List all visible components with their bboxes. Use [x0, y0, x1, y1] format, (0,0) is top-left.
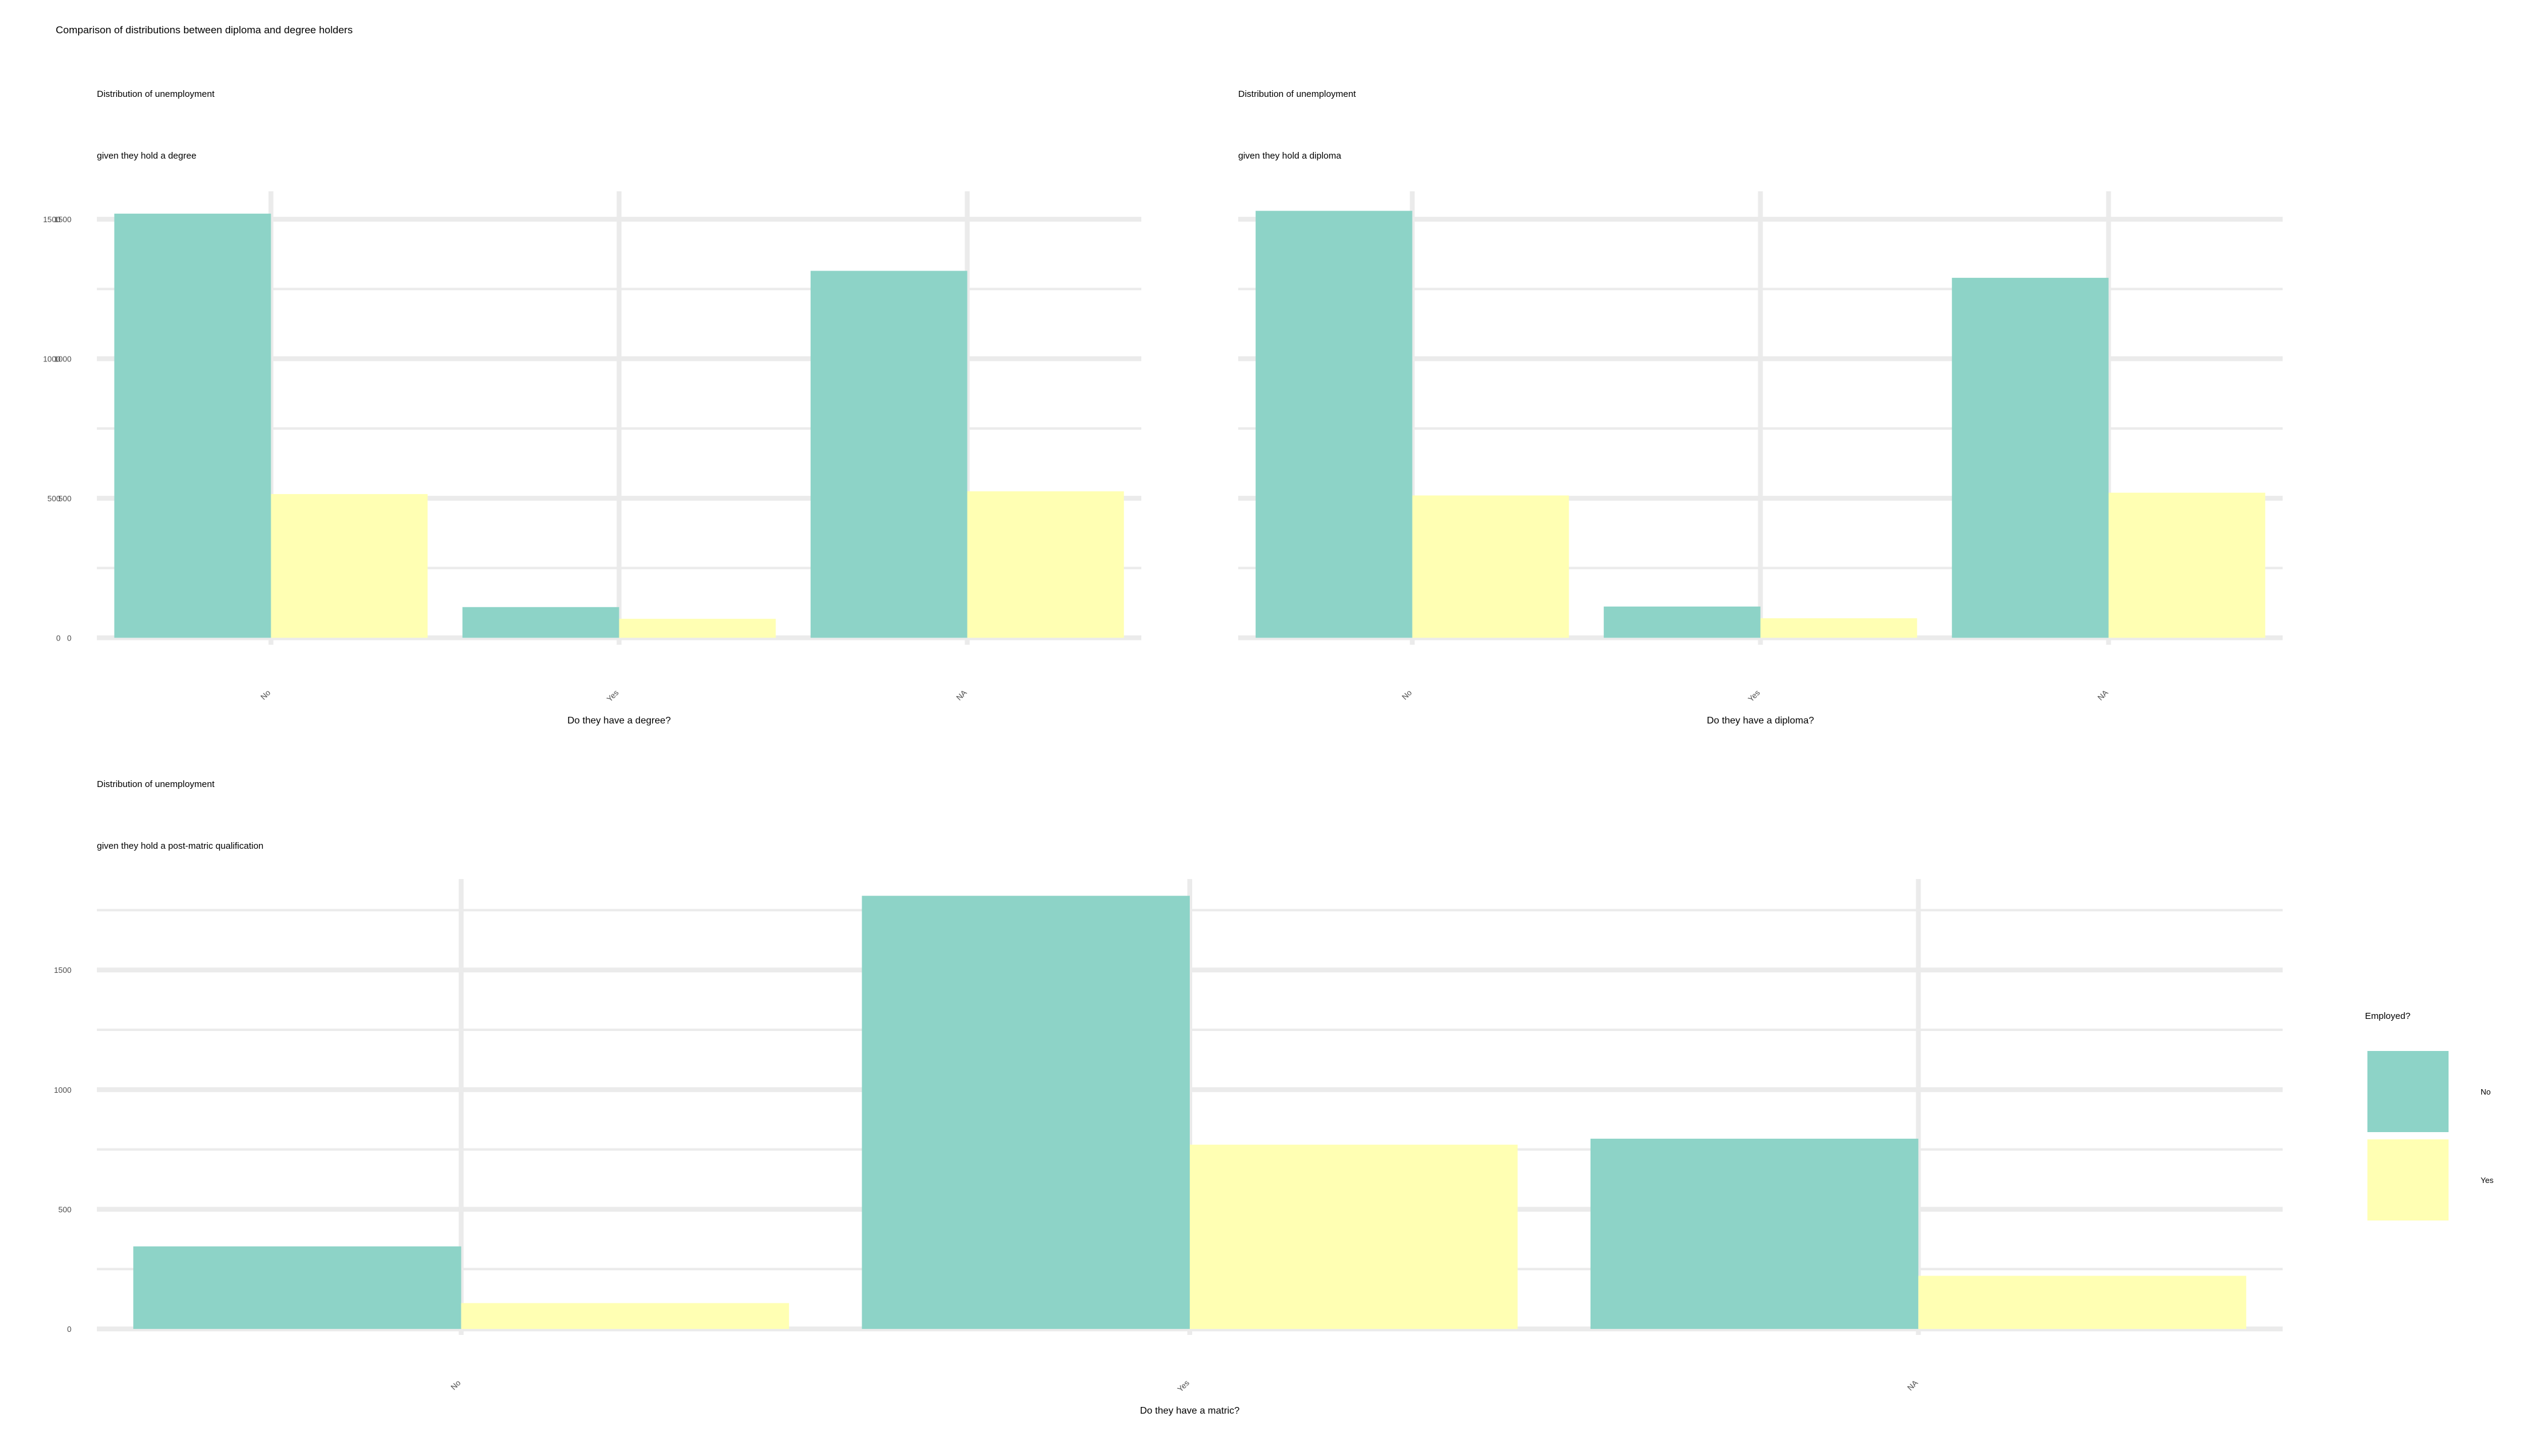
- bar-diploma-na-no: [1951, 277, 2109, 638]
- legend-swatch-no: [2367, 1051, 2449, 1132]
- x-tick-label-degree: Yes: [605, 688, 621, 703]
- bar-matric-na-yes: [1918, 1276, 2246, 1329]
- panel-subtitle-matric: given they hold a post-matric qualificat…: [97, 841, 263, 851]
- y-tick-label-degree: 500: [58, 494, 71, 503]
- bar-degree-na-no: [810, 271, 968, 638]
- y-tick-label-diploma: 1000: [43, 355, 61, 364]
- bar-matric-yes-yes: [1190, 1144, 1518, 1329]
- panel-title-degree: Distribution of unemployment: [97, 89, 215, 99]
- x-tick-label-matric: NA: [1905, 1378, 1920, 1392]
- bar-diploma-no-no: [1255, 211, 1413, 638]
- legend-swatch-yes: [2367, 1139, 2449, 1220]
- legend-title: Employed?: [2365, 1011, 2410, 1021]
- y-tick-label-matric: 500: [58, 1205, 71, 1214]
- x-tick-label-diploma: No: [1400, 688, 1413, 702]
- x-axis-label-matric: Do they have a matric?: [1140, 1406, 1240, 1416]
- y-tick-label-diploma: 500: [47, 494, 61, 503]
- y-tick-label-diploma: 1500: [43, 215, 61, 224]
- bar-degree-no-yes: [271, 494, 428, 638]
- bar-diploma-yes-no: [1603, 606, 1761, 638]
- bar-diploma-yes-yes: [1760, 618, 1918, 638]
- bar-matric-na-no: [1590, 1138, 1919, 1329]
- legend-label-yes: Yes: [2481, 1176, 2494, 1185]
- y-tick-label-matric: 1500: [54, 966, 71, 975]
- figure-title: Comparison of distributions between dipl…: [56, 24, 353, 36]
- x-tick-label-diploma: Yes: [1746, 688, 1762, 703]
- y-tick-label-matric: 1000: [54, 1085, 71, 1095]
- panel-title-matric: Distribution of unemployment: [97, 779, 215, 789]
- y-tick-label-degree: 0: [67, 633, 71, 642]
- panel-subtitle-degree: given they hold a degree: [97, 151, 196, 161]
- bar-matric-no-yes: [461, 1303, 790, 1329]
- x-tick-label-degree: No: [259, 688, 272, 702]
- panel-subtitle-diploma: given they hold a diploma: [1238, 151, 1342, 161]
- bar-matric-yes-no: [862, 895, 1190, 1329]
- y-tick-label-degree: 1500: [54, 215, 71, 224]
- x-tick-label-degree: NA: [954, 688, 969, 702]
- x-tick-label-matric: No: [449, 1379, 462, 1392]
- bar-diploma-na-yes: [2108, 492, 2266, 638]
- x-tick-label-diploma: NA: [2096, 688, 2110, 702]
- x-tick-label-matric: Yes: [1176, 1378, 1192, 1394]
- bar-diploma-no-yes: [1412, 495, 1569, 638]
- bar-degree-no-no: [114, 213, 271, 638]
- bar-matric-no-no: [133, 1246, 461, 1329]
- bar-degree-yes-no: [462, 607, 619, 638]
- x-axis-label-degree: Do they have a degree?: [567, 716, 671, 726]
- bar-degree-yes-yes: [619, 619, 776, 638]
- bar-degree-na-yes: [967, 491, 1124, 638]
- x-axis-label-diploma: Do they have a diploma?: [1707, 716, 1814, 726]
- y-tick-label-degree: 1000: [54, 355, 71, 364]
- y-tick-label-matric: 0: [67, 1325, 71, 1334]
- panel-title-diploma: Distribution of unemployment: [1238, 89, 1356, 99]
- legend-label-no: No: [2481, 1087, 2491, 1096]
- y-tick-label-diploma: 0: [56, 633, 61, 642]
